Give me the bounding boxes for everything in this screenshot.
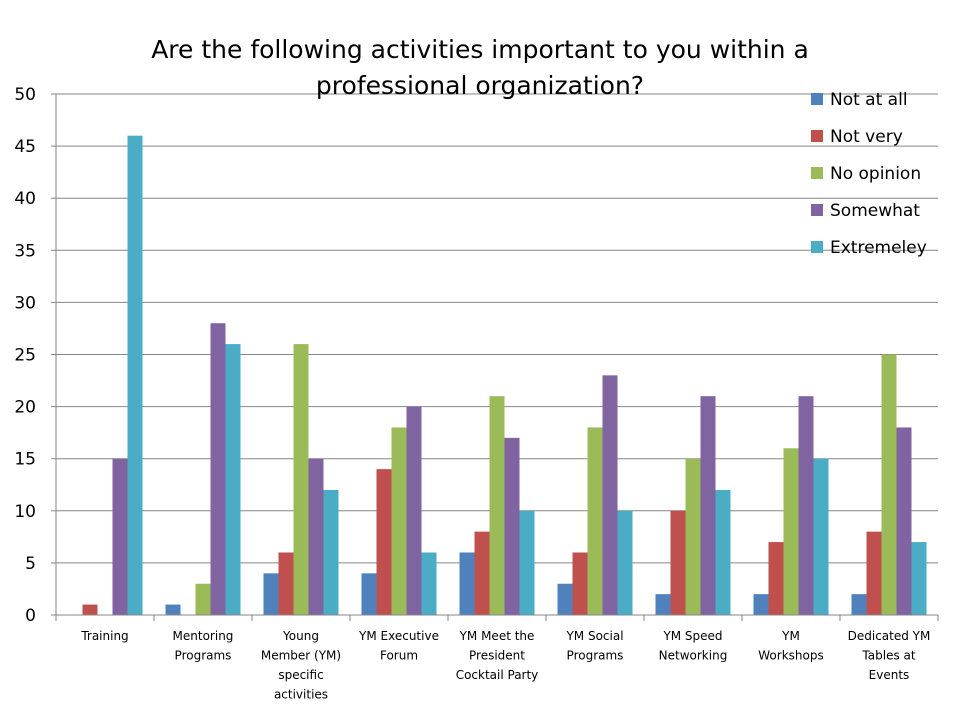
legend-label: No opinion	[830, 164, 921, 184]
bar	[82, 604, 98, 615]
y-tick-label: 10	[14, 502, 36, 522]
bar	[165, 604, 181, 615]
x-category-label: Mentoring	[173, 629, 234, 643]
y-tick-label: 25	[14, 346, 36, 366]
x-category-label: Programs	[175, 649, 232, 663]
x-category-label: Young	[282, 629, 319, 643]
y-tick-label: 40	[14, 189, 36, 209]
bar	[881, 354, 897, 615]
axes	[51, 93, 939, 621]
bar	[195, 583, 211, 615]
bar	[361, 573, 377, 615]
bars	[82, 135, 927, 615]
legend-swatch	[811, 204, 823, 216]
y-tick-label: 0	[25, 606, 36, 626]
y-axis-tick-labels: 0 5 10 15 20 25 30 35 40 45 50	[14, 85, 36, 626]
x-category-label: President	[469, 649, 525, 663]
x-category-label: Cocktail Party	[456, 668, 539, 682]
bar	[851, 594, 867, 615]
x-category-label: Workshops	[758, 649, 823, 663]
bar	[798, 396, 814, 615]
x-axis-category-labels: Training Mentoring Programs Young Member (YM…	[80, 629, 930, 702]
x-category-label: YM Speed	[662, 629, 722, 643]
legend-swatch	[811, 167, 823, 179]
bar	[685, 458, 701, 615]
x-category-label: specific	[278, 668, 323, 682]
legend-label: Somewhat	[830, 201, 920, 221]
legend-label: Not at all	[830, 90, 908, 110]
legend-swatch	[811, 93, 823, 105]
x-category-label: YM Meet the	[459, 629, 535, 643]
bar	[715, 489, 731, 615]
y-tick-label: 50	[14, 85, 36, 105]
bar	[504, 437, 520, 615]
y-tick-label: 15	[14, 450, 36, 470]
x-category-label: activities	[274, 688, 328, 702]
legend-label: Extremeley	[830, 238, 927, 258]
y-tick-label: 45	[14, 137, 36, 157]
x-category-label: Networking	[659, 649, 728, 663]
legend-swatch	[811, 130, 823, 142]
bar	[655, 594, 671, 615]
bar	[421, 552, 437, 615]
bar	[670, 510, 686, 615]
bar	[376, 469, 392, 615]
gridlines	[56, 93, 938, 564]
bar	[323, 489, 339, 615]
bar	[572, 552, 588, 615]
x-category-label: YM Social	[565, 629, 623, 643]
y-tick-label: 35	[14, 241, 36, 261]
bar	[308, 458, 324, 615]
x-category-label: Programs	[567, 649, 624, 663]
bar	[293, 344, 309, 615]
y-tick-label: 30	[14, 293, 36, 313]
bar	[753, 594, 769, 615]
x-category-label: Events	[869, 668, 910, 682]
x-category-label: Tables at	[861, 649, 915, 663]
legend-label: Not very	[830, 127, 903, 147]
bar	[911, 542, 927, 615]
bar	[474, 531, 490, 615]
legend-swatch	[811, 241, 823, 253]
y-tick-label: 20	[14, 398, 36, 418]
bar	[112, 458, 128, 615]
x-category-label: YM Executive	[358, 629, 439, 643]
bar	[519, 510, 535, 615]
x-category-label: YM	[781, 629, 800, 643]
bar	[813, 458, 829, 615]
bar	[557, 583, 573, 615]
y-tick-label: 5	[25, 554, 36, 574]
bar	[866, 531, 882, 615]
bar	[391, 427, 407, 615]
bar	[225, 344, 241, 615]
legend: Not at all Not very No opinion Somewhat Extr…	[811, 90, 927, 258]
x-category-label: Dedicated YM	[848, 629, 931, 643]
bar	[406, 406, 422, 615]
bar	[263, 573, 279, 615]
bar	[459, 552, 475, 615]
bar	[700, 396, 716, 615]
bar	[127, 135, 143, 615]
bar	[896, 427, 912, 615]
x-category-label: Forum	[380, 649, 418, 663]
bar	[783, 448, 799, 615]
bar	[278, 552, 294, 615]
bar	[587, 427, 603, 615]
x-category-label: Training	[80, 629, 128, 643]
bar	[489, 396, 505, 615]
bar	[617, 510, 633, 615]
bar	[602, 375, 618, 615]
bar	[210, 323, 226, 615]
x-category-label: Member (YM)	[261, 649, 341, 663]
bar	[768, 542, 784, 615]
